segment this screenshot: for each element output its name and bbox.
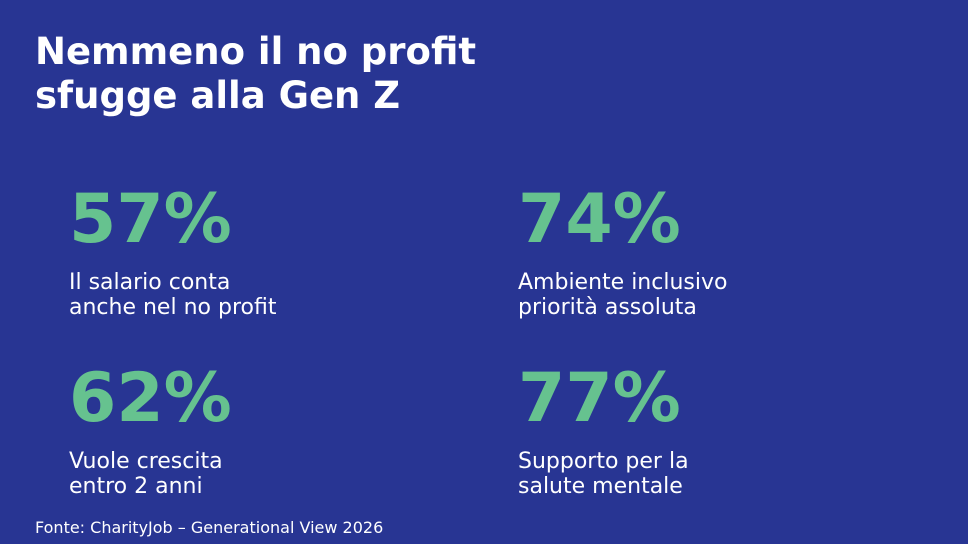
- stat-growth: 62% Vuole crescita entro 2 anni: [69, 359, 469, 500]
- stat-description: Vuole crescita entro 2 anni: [69, 449, 469, 499]
- stat-description-line-2: priorità assoluta: [518, 295, 697, 320]
- stat-description: Supporto per la salute mentale: [518, 449, 918, 499]
- stat-description-line-1: Il salario conta: [69, 270, 231, 295]
- stat-mental-health: 77% Supporto per la salute mentale: [518, 359, 918, 500]
- stat-value: 74%: [518, 180, 681, 259]
- stat-inclusive-environment: 74% Ambiente inclusivo priorità assoluta: [518, 180, 918, 321]
- title-line-1: Nemmeno il no profit: [35, 30, 477, 73]
- stat-value: 77%: [518, 359, 681, 438]
- stat-value: 57%: [69, 180, 232, 259]
- title-line-2: sfugge alla Gen Z: [35, 74, 401, 117]
- stat-description-line-2: salute mentale: [518, 474, 683, 499]
- stat-description: Ambiente inclusivo priorità assoluta: [518, 270, 918, 320]
- stat-description-line-1: Vuole crescita: [69, 449, 223, 474]
- source-note: Fonte: CharityJob – Generational View 20…: [35, 518, 384, 537]
- stat-description-line-1: Supporto per la: [518, 449, 689, 474]
- stat-value: 62%: [69, 359, 232, 438]
- stat-description-line-2: entro 2 anni: [69, 474, 203, 499]
- stat-salary: 57% Il salario conta anche nel no profit: [69, 180, 469, 321]
- stat-description-line-2: anche nel no profit: [69, 295, 277, 320]
- stat-description: Il salario conta anche nel no profit: [69, 270, 469, 320]
- page-title: Nemmeno il no profit sfugge alla Gen Z: [35, 30, 476, 118]
- stat-description-line-1: Ambiente inclusivo: [518, 270, 728, 295]
